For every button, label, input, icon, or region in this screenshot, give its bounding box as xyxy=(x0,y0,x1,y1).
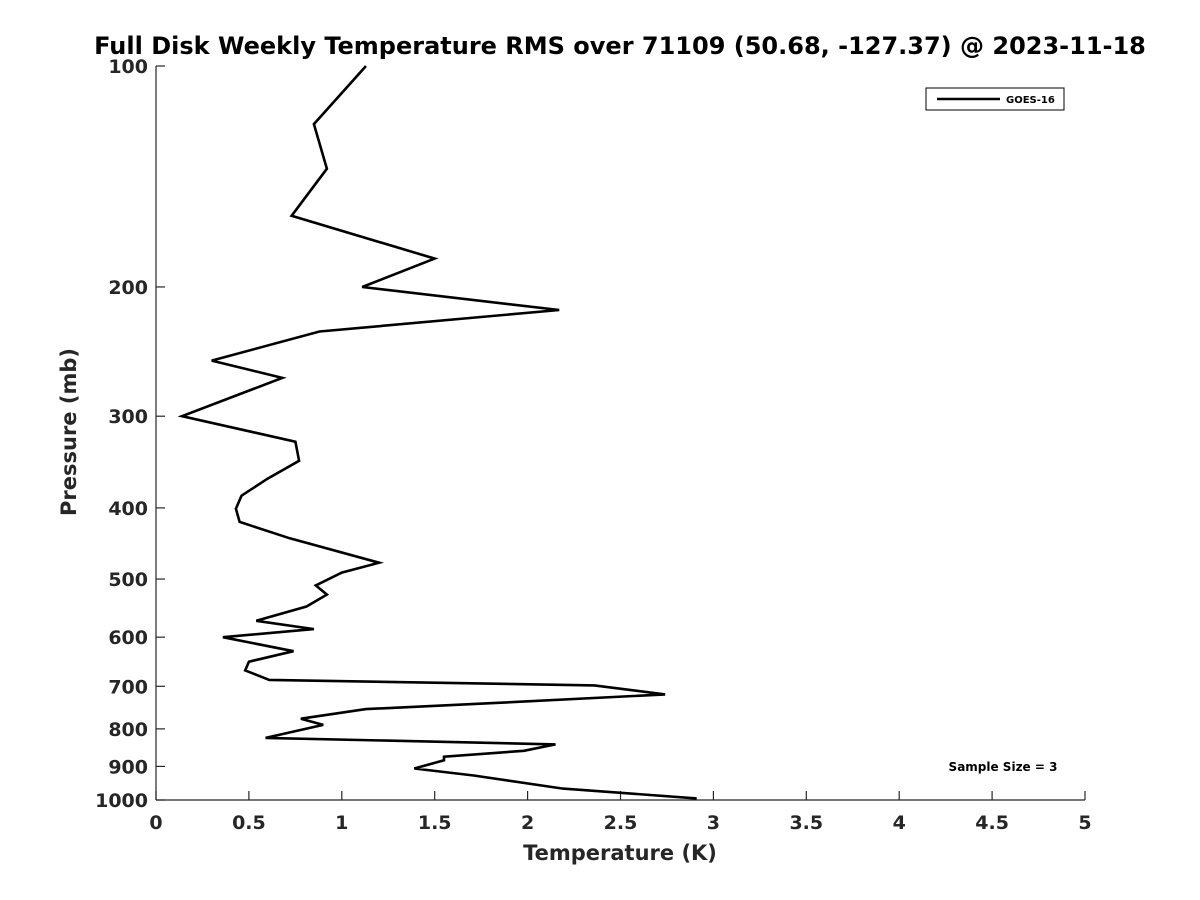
y-axis-ticks: 100 200 300 400 500 600 700 800 900 1000 xyxy=(95,56,165,812)
legend-entry-goes-16: GOES-16 xyxy=(1006,95,1055,106)
y-tick-label: 700 xyxy=(108,676,148,698)
x-axis-ticks: 0 0.5 1 1.5 2 2.5 3 3.5 4 4.5 5 xyxy=(149,791,1092,834)
series-line-goes-16 xyxy=(177,65,697,800)
y-tick-label: 800 xyxy=(108,719,148,741)
y-tick-label: 400 xyxy=(108,498,148,520)
x-axis-label: Temperature (K) xyxy=(523,841,717,865)
x-tick-label: 2.5 xyxy=(604,812,638,834)
x-tick-label: 4.5 xyxy=(975,812,1009,834)
x-tick-label: 4 xyxy=(893,812,906,834)
y-tick-label: 900 xyxy=(108,756,148,778)
x-tick-label: 0 xyxy=(149,812,162,834)
x-tick-label: 0.5 xyxy=(232,812,266,834)
x-tick-label: 1.5 xyxy=(418,812,452,834)
x-tick-label: 2 xyxy=(521,812,534,834)
y-axis-label: Pressure (mb) xyxy=(57,348,81,516)
x-tick-label: 5 xyxy=(1078,812,1091,834)
plot-area: 0 0.5 1 1.5 2 2.5 3 3.5 4 4.5 5 100 200 300 400 500 600… xyxy=(95,56,1092,834)
sample-size-annotation: Sample Size = 3 xyxy=(949,760,1058,774)
y-tick-label: 200 xyxy=(108,277,148,299)
x-tick-label: 3.5 xyxy=(789,812,823,834)
y-tick-label: 500 xyxy=(108,569,148,591)
legend: GOES-16 xyxy=(925,87,1065,111)
x-tick-label: 1 xyxy=(335,812,348,834)
y-tick-label: 100 xyxy=(108,56,148,78)
y-tick-label: 600 xyxy=(108,627,148,649)
chart-title: Full Disk Weekly Temperature RMS over 71… xyxy=(94,32,1146,60)
x-tick-label: 3 xyxy=(707,812,720,834)
y-tick-label: 1000 xyxy=(95,790,148,812)
y-tick-label: 300 xyxy=(108,406,148,428)
series-layer xyxy=(177,65,697,800)
